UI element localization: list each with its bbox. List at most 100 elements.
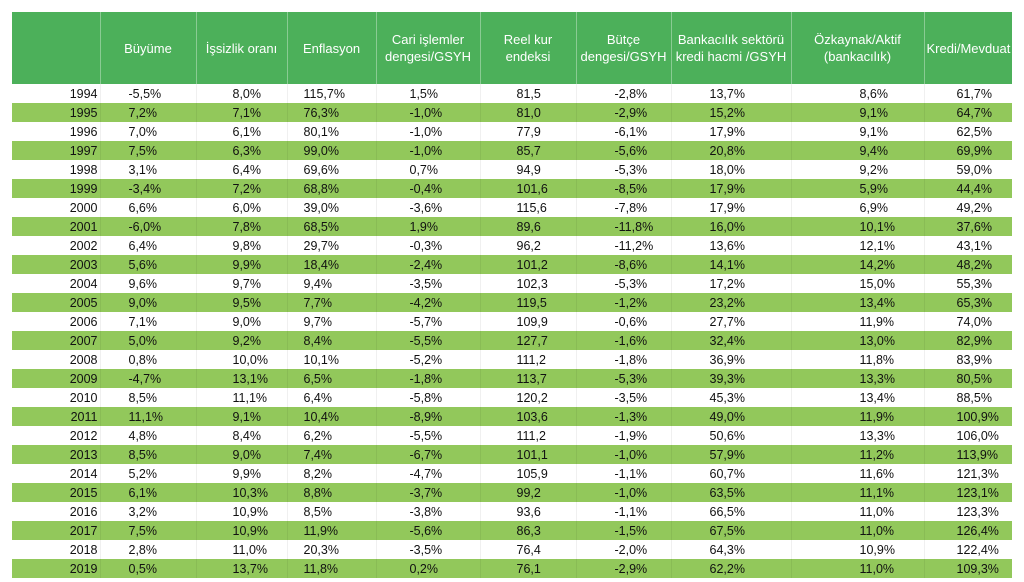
cell-real-exchange-rate-index: 81,0 xyxy=(479,103,576,122)
cell-current-account-gdp: -3,5% xyxy=(375,540,480,559)
cell-loan-deposit: 59,0% xyxy=(923,160,1012,179)
table-row: 2012 4,8% 8,4% 6,2% -5,5% 111,2 -1,9% 50,6% 13,3… xyxy=(12,426,1012,445)
cell-loan-deposit: 65,3% xyxy=(923,293,1012,312)
cell-equity-asset-banking: 11,0% xyxy=(790,559,924,578)
cell-bank-credit-volume-gdp: 32,4% xyxy=(670,331,791,350)
cell-equity-asset-banking: 11,9% xyxy=(790,312,924,331)
table-row: 2013 8,5% 9,0% 7,4% -6,7% 101,1 -1,0% 57,9% 11,2… xyxy=(12,445,1012,464)
cell-unemployment-rate: 6,4% xyxy=(195,160,287,179)
table-body: 1994 -5,5% 8,0% 115,7% 1,5% 81,5 -2,8% 13,7% 8,6… xyxy=(12,84,1012,578)
cell-current-account-gdp: -3,8% xyxy=(375,502,480,521)
cell-budget-balance-gdp: -5,3% xyxy=(575,369,671,388)
cell-current-account-gdp: -6,7% xyxy=(375,445,480,464)
header-real-exchange-rate-index: Reel kur endeksi xyxy=(479,12,576,84)
cell-real-exchange-rate-index: 76,4 xyxy=(479,540,576,559)
cell-loan-deposit: 122,4% xyxy=(923,540,1012,559)
cell-loan-deposit: 37,6% xyxy=(923,217,1012,236)
cell-equity-asset-banking: 13,4% xyxy=(790,293,924,312)
cell-budget-balance-gdp: -1,9% xyxy=(575,426,671,445)
cell-year: 2006 xyxy=(69,314,98,329)
header-growth: Büyüme xyxy=(99,12,196,84)
cell-real-exchange-rate-index: 103,6 xyxy=(479,407,576,426)
cell-real-exchange-rate-index: 76,1 xyxy=(479,559,576,578)
cell-real-exchange-rate-index: 101,1 xyxy=(479,445,576,464)
cell-current-account-gdp: -4,2% xyxy=(375,293,480,312)
cell-year: 2013 xyxy=(69,447,98,462)
cell-unemployment-rate: 6,0% xyxy=(195,198,287,217)
cell-loan-deposit: 121,3% xyxy=(923,464,1012,483)
cell-real-exchange-rate-index: 94,9 xyxy=(479,160,576,179)
cell-real-exchange-rate-index: 127,7 xyxy=(479,331,576,350)
cell-inflation: 8,8% xyxy=(286,483,376,502)
cell-growth: -3,4% xyxy=(99,179,196,198)
cell-current-account-gdp: -5,6% xyxy=(375,521,480,540)
cell-unemployment-rate: 8,0% xyxy=(195,84,287,103)
cell-real-exchange-rate-index: 77,9 xyxy=(479,122,576,141)
cell-growth: 6,1% xyxy=(99,483,196,502)
cell-bank-credit-volume-gdp: 16,0% xyxy=(670,217,791,236)
cell-budget-balance-gdp: -0,6% xyxy=(575,312,671,331)
cell-inflation: 7,4% xyxy=(286,445,376,464)
cell-current-account-gdp: -0,3% xyxy=(375,236,480,255)
cell-growth: 9,0% xyxy=(99,293,196,312)
cell-current-account-gdp: -5,5% xyxy=(375,426,480,445)
cell-real-exchange-rate-index: 101,6 xyxy=(479,179,576,198)
cell-loan-deposit: 55,3% xyxy=(923,274,1012,293)
header-unemployment-rate: İşsizlik oranı xyxy=(195,12,287,84)
cell-loan-deposit: 61,7% xyxy=(923,84,1012,103)
cell-current-account-gdp: -3,5% xyxy=(375,274,480,293)
cell-unemployment-rate: 10,3% xyxy=(195,483,287,502)
cell-current-account-gdp: -1,0% xyxy=(375,141,480,160)
table-row: 1998 3,1% 6,4% 69,6% 0,7% 94,9 -5,3% 18,0% 9,2% 5… xyxy=(12,160,1012,179)
cell-year: 2008 xyxy=(69,352,98,367)
cell-current-account-gdp: -1,8% xyxy=(375,369,480,388)
cell-growth: 6,6% xyxy=(99,198,196,217)
cell-inflation: 99,0% xyxy=(286,141,376,160)
cell-year: 2015 xyxy=(69,485,98,500)
table-row: 2000 6,6% 6,0% 39,0% -3,6% 115,6 -7,8% 17,9% 6,9… xyxy=(12,198,1012,217)
cell-growth: 3,1% xyxy=(99,160,196,179)
cell-year: 2012 xyxy=(69,428,98,443)
cell-inflation: 11,8% xyxy=(286,559,376,578)
cell-budget-balance-gdp: -5,3% xyxy=(575,274,671,293)
cell-budget-balance-gdp: -2,8% xyxy=(575,84,671,103)
cell-year: 2018 xyxy=(69,542,98,557)
table-row: 2010 8,5% 11,1% 6,4% -5,8% 120,2 -3,5% 45,3% 13,… xyxy=(12,388,1012,407)
cell-inflation: 29,7% xyxy=(286,236,376,255)
table-row: 2018 2,8% 11,0% 20,3% -3,5% 76,4 -2,0% 64,3% 10,… xyxy=(12,540,1012,559)
cell-inflation: 76,3% xyxy=(286,103,376,122)
cell-equity-asset-banking: 12,1% xyxy=(790,236,924,255)
cell-budget-balance-gdp: -5,6% xyxy=(575,141,671,160)
table-row: 2005 9,0% 9,5% 7,7% -4,2% 119,5 -1,2% 23,2% 13,4… xyxy=(12,293,1012,312)
cell-real-exchange-rate-index: 86,3 xyxy=(479,521,576,540)
cell-budget-balance-gdp: -1,1% xyxy=(575,502,671,521)
cell-budget-balance-gdp: -2,9% xyxy=(575,103,671,122)
cell-year: 2000 xyxy=(69,200,98,215)
cell-bank-credit-volume-gdp: 17,9% xyxy=(670,122,791,141)
cell-loan-deposit: 126,4% xyxy=(923,521,1012,540)
cell-unemployment-rate: 11,0% xyxy=(195,540,287,559)
cell-loan-deposit: 64,7% xyxy=(923,103,1012,122)
cell-loan-deposit: 100,9% xyxy=(923,407,1012,426)
cell-current-account-gdp: -5,5% xyxy=(375,331,480,350)
table-row: 2007 5,0% 9,2% 8,4% -5,5% 127,7 -1,6% 32,4% 13,0… xyxy=(12,331,1012,350)
cell-current-account-gdp: 0,2% xyxy=(375,559,480,578)
cell-year: 2009 xyxy=(69,371,98,386)
cell-equity-asset-banking: 8,6% xyxy=(790,84,924,103)
cell-real-exchange-rate-index: 105,9 xyxy=(479,464,576,483)
cell-bank-credit-volume-gdp: 20,8% xyxy=(670,141,791,160)
cell-inflation: 115,7% xyxy=(286,84,376,103)
cell-bank-credit-volume-gdp: 23,2% xyxy=(670,293,791,312)
cell-inflation: 20,3% xyxy=(286,540,376,559)
cell-unemployment-rate: 9,5% xyxy=(195,293,287,312)
cell-current-account-gdp: -3,6% xyxy=(375,198,480,217)
cell-year: 1996 xyxy=(69,124,98,139)
cell-equity-asset-banking: 11,2% xyxy=(790,445,924,464)
table-row: 2011 11,1% 9,1% 10,4% -8,9% 103,6 -1,3% 49,0% 11… xyxy=(12,407,1012,426)
cell-budget-balance-gdp: -2,0% xyxy=(575,540,671,559)
cell-unemployment-rate: 8,4% xyxy=(195,426,287,445)
cell-budget-balance-gdp: -3,5% xyxy=(575,388,671,407)
cell-bank-credit-volume-gdp: 17,2% xyxy=(670,274,791,293)
economic-indicators-table: Büyüme İşsizlik oranı Enflasyon Cari işl… xyxy=(12,12,1012,578)
